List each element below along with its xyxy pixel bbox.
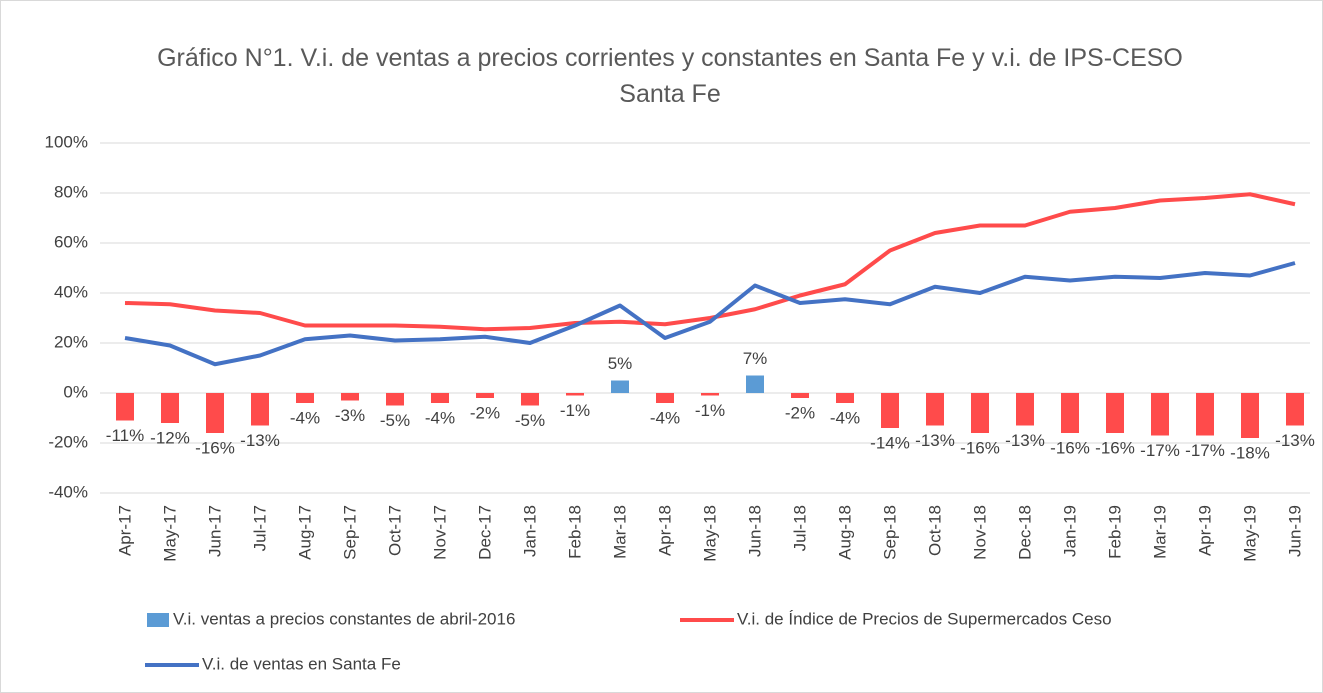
x-tick-label: May-19 [1240,505,1259,562]
data-label: -13% [915,431,955,450]
y-tick-label: 0% [63,382,88,401]
data-label: -16% [960,438,1000,457]
data-label: -1% [695,401,725,420]
bar [521,393,539,406]
data-label: -16% [1095,438,1135,457]
data-label: -4% [425,408,455,427]
bar [431,393,449,403]
bar [1241,393,1259,438]
data-label: -16% [1050,438,1090,457]
x-tick-label: Nov-17 [430,505,449,560]
x-tick-label: Sep-18 [880,505,899,560]
data-label: -14% [870,433,910,452]
bar [296,393,314,403]
data-label: -2% [785,403,815,422]
bar [836,393,854,403]
data-label: -17% [1140,441,1180,460]
data-label: -17% [1185,441,1225,460]
x-tick-label: Apr-19 [1195,505,1214,556]
x-tick-label: Jul-17 [250,505,269,551]
data-label: -16% [195,438,235,457]
x-tick-label: Oct-17 [385,505,404,556]
x-tick-label: Feb-18 [565,505,584,559]
y-tick-label: 80% [54,182,88,201]
bar [386,393,404,406]
x-tick-label: Apr-18 [655,505,674,556]
x-tick-label: May-18 [700,505,719,562]
y-tick-label: 60% [54,232,88,251]
bar [881,393,899,428]
x-tick-label: Feb-19 [1105,505,1124,559]
bar [791,393,809,398]
x-tick-label: Jul-18 [790,505,809,551]
data-label: -13% [1005,431,1045,450]
x-tick-label: Mar-19 [1150,505,1169,559]
x-tick-label: Oct-18 [925,505,944,556]
bar [476,393,494,398]
y-tick-label: -20% [48,432,88,451]
x-tick-label: Jun-17 [205,505,224,557]
bar [116,393,134,421]
data-label: -5% [515,411,545,430]
x-tick-label: Aug-18 [835,505,854,560]
x-tick-label: Apr-17 [115,505,134,556]
data-label: -18% [1230,443,1270,462]
x-tick-label: Jun-19 [1285,505,1304,557]
bar [1106,393,1124,433]
bar [341,393,359,401]
line [124,192,1296,332]
legend-label: V.i. de Índice de Precios de Supermercad… [737,609,1112,628]
y-tick-label: -40% [48,482,88,501]
x-tick-label: Jan-19 [1060,505,1079,557]
legend-swatch [147,613,169,627]
y-tick-label: 20% [54,332,88,351]
x-tick-label: Jan-18 [520,505,539,557]
data-label: -4% [650,408,680,427]
data-label: -13% [1275,431,1315,450]
y-tick-label: 100% [45,132,88,151]
bar [1016,393,1034,426]
data-label: -3% [335,406,365,425]
bar [1286,393,1304,426]
data-label: -4% [830,408,860,427]
bar [656,393,674,403]
bar [161,393,179,423]
bar [251,393,269,426]
data-label: 7% [743,349,768,368]
x-tick-label: May-17 [160,505,179,562]
bar [701,393,719,396]
x-tick-label: Jun-18 [745,505,764,557]
bar [926,393,944,426]
bar [1151,393,1169,436]
bar [1061,393,1079,433]
data-label: -11% [106,426,144,445]
bar [971,393,989,433]
data-label: -13% [240,431,280,450]
bar [566,393,584,396]
x-tick-label: Mar-18 [610,505,629,559]
bar [1196,393,1214,436]
x-tick-label: Dec-18 [1015,505,1034,560]
x-tick-label: Sep-17 [340,505,359,560]
data-label: -12% [150,428,190,447]
data-label: -1% [560,401,590,420]
data-label: -2% [470,403,500,422]
bar [611,380,629,393]
data-label: 5% [608,354,633,373]
bar [746,375,764,393]
line [124,261,1296,367]
x-tick-label: Nov-18 [970,505,989,560]
data-label: -5% [380,411,410,430]
legend-label: V.i. de ventas en Santa Fe [202,654,401,673]
x-tick-label: Aug-17 [295,505,314,560]
legend-label: V.i. ventas a precios constantes de abri… [173,609,515,628]
y-tick-label: 40% [54,282,88,301]
data-label: -4% [290,408,320,427]
chart-title: Gráfico N°1. V.i. de ventas a precios co… [157,44,1183,108]
bar [206,393,224,433]
x-tick-label: Dec-17 [475,505,494,560]
